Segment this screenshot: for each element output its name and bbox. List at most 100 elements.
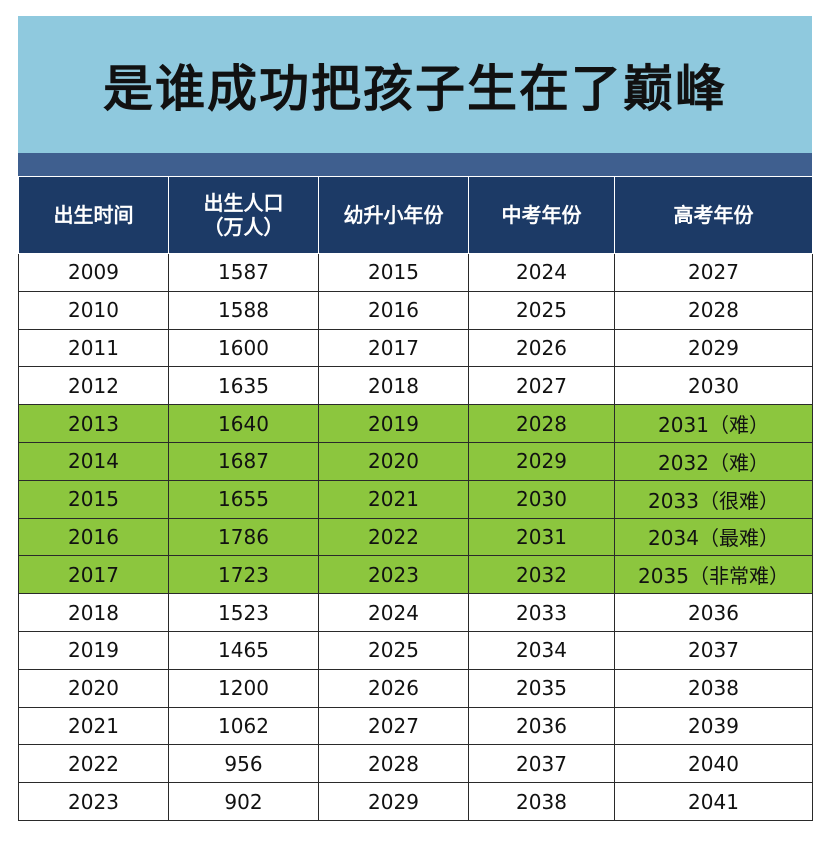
- cell-birth-year: 2017: [18, 555, 169, 595]
- cell-zhongkao-year: 2038: [468, 782, 615, 821]
- cell-births: 1200: [168, 668, 319, 708]
- header-zhongkao-year: 中考年份: [468, 176, 615, 254]
- cell-birth-year: 2021: [18, 706, 169, 746]
- header-row: 出生时间 出生人口 （万人） 幼升小年份 中考年份 高考年份: [18, 176, 813, 254]
- cell-birth-year: 2016: [18, 517, 169, 557]
- cell-primary-entry-year: 2028: [318, 744, 469, 784]
- cell-births: 1587: [168, 253, 319, 292]
- header-label: 幼升小年份: [343, 203, 444, 227]
- header-label: 中考年份: [501, 203, 582, 227]
- cell-gaokao-year: 2041: [614, 782, 813, 821]
- cell-births: 1588: [168, 290, 319, 330]
- cell-births: 1640: [168, 404, 319, 443]
- cell-primary-entry-year: 2016: [318, 290, 469, 330]
- cell-primary-entry-year: 2015: [318, 253, 469, 292]
- cell-births: 1600: [168, 328, 319, 368]
- header-label: 高考年份: [673, 203, 754, 227]
- cell-zhongkao-year: 2025: [468, 290, 615, 330]
- table-row: 2020 1200 2026 2035 2038: [18, 668, 813, 708]
- table-row: 2023 902 2029 2038 2041: [18, 782, 813, 821]
- cell-zhongkao-year: 2036: [468, 706, 615, 746]
- cell-primary-entry-year: 2023: [318, 555, 469, 595]
- cell-gaokao-year: 2030: [614, 366, 813, 406]
- cell-birth-year: 2009: [18, 253, 169, 292]
- cell-primary-entry-year: 2017: [318, 328, 469, 368]
- cell-gaokao-year: 2035（非常难）: [614, 555, 813, 595]
- header-unit: （万人）: [203, 215, 284, 239]
- cell-births: 1465: [168, 630, 319, 670]
- page-title: 是谁成功把孩子生在了巅峰: [103, 59, 727, 118]
- cell-primary-entry-year: 2021: [318, 479, 469, 519]
- cell-birth-year: 2010: [18, 290, 169, 330]
- cell-births: 1062: [168, 706, 319, 746]
- header-label: 出生时间: [53, 203, 134, 227]
- cell-births: 1523: [168, 593, 319, 632]
- cell-gaokao-year: 2036: [614, 593, 813, 632]
- table-row: 2012 1635 2018 2027 2030: [18, 366, 813, 406]
- header-primary-entry-year: 幼升小年份: [318, 176, 469, 254]
- title-divider-stripe: [18, 153, 812, 176]
- table-row-highlighted: 2013 1640 2019 2028 2031（难）: [18, 404, 813, 443]
- table-row-highlighted: 2017 1723 2023 2032 2035（非常难）: [18, 555, 813, 595]
- cell-births: 1687: [168, 441, 319, 481]
- cell-zhongkao-year: 2033: [468, 593, 615, 632]
- cell-birth-year: 2023: [18, 782, 169, 821]
- cell-births: 902: [168, 782, 319, 821]
- table-row: 2010 1588 2016 2025 2028: [18, 290, 813, 330]
- cell-zhongkao-year: 2026: [468, 328, 615, 368]
- cell-births: 1635: [168, 366, 319, 406]
- cell-birth-year: 2019: [18, 630, 169, 670]
- cell-births: 1723: [168, 555, 319, 595]
- cell-primary-entry-year: 2029: [318, 782, 469, 821]
- cell-primary-entry-year: 2026: [318, 668, 469, 708]
- cell-gaokao-year: 2029: [614, 328, 813, 368]
- title-banner: 是谁成功把孩子生在了巅峰: [18, 16, 812, 153]
- cell-zhongkao-year: 2032: [468, 555, 615, 595]
- header-births: 出生人口 （万人）: [168, 176, 319, 254]
- cell-zhongkao-year: 2031: [468, 517, 615, 557]
- cell-zhongkao-year: 2027: [468, 366, 615, 406]
- table-row: 2009 1587 2015 2024 2027: [18, 253, 813, 292]
- cell-zhongkao-year: 2029: [468, 441, 615, 481]
- cell-birth-year: 2011: [18, 328, 169, 368]
- header-gaokao-year: 高考年份: [614, 176, 813, 254]
- table-row-highlighted: 2014 1687 2020 2029 2032（难）: [18, 441, 813, 481]
- cell-gaokao-year: 2028: [614, 290, 813, 330]
- header-birth-year: 出生时间: [18, 176, 169, 254]
- cell-gaokao-year: 2040: [614, 744, 813, 784]
- table-row: 2018 1523 2024 2033 2036: [18, 593, 813, 632]
- table-row-highlighted: 2015 1655 2021 2030 2033（很难）: [18, 479, 813, 519]
- table-row: 2022 956 2028 2037 2040: [18, 744, 813, 784]
- cell-primary-entry-year: 2018: [318, 366, 469, 406]
- cell-gaokao-year: 2033（很难）: [614, 479, 813, 519]
- cell-zhongkao-year: 2028: [468, 404, 615, 443]
- cell-primary-entry-year: 2019: [318, 404, 469, 443]
- cell-birth-year: 2020: [18, 668, 169, 708]
- cell-zhongkao-year: 2037: [468, 744, 615, 784]
- cell-primary-entry-year: 2020: [318, 441, 469, 481]
- cell-zhongkao-year: 2030: [468, 479, 615, 519]
- cell-births: 1655: [168, 479, 319, 519]
- cell-primary-entry-year: 2027: [318, 706, 469, 746]
- cell-births: 1786: [168, 517, 319, 557]
- data-table: 出生时间 出生人口 （万人） 幼升小年份 中考年份 高考年份 2009 1587 2…: [18, 176, 813, 821]
- table-row: 2011 1600 2017 2026 2029: [18, 328, 813, 368]
- cell-gaokao-year: 2039: [614, 706, 813, 746]
- cell-birth-year: 2014: [18, 441, 169, 481]
- cell-gaokao-year: 2027: [614, 253, 813, 292]
- cell-birth-year: 2022: [18, 744, 169, 784]
- cell-birth-year: 2012: [18, 366, 169, 406]
- table-header: 出生时间 出生人口 （万人） 幼升小年份 中考年份 高考年份: [18, 176, 813, 254]
- cell-zhongkao-year: 2034: [468, 630, 615, 670]
- cell-gaokao-year: 2031（难）: [614, 404, 813, 443]
- cell-primary-entry-year: 2025: [318, 630, 469, 670]
- cell-births: 956: [168, 744, 319, 784]
- table-body: 2009 1587 2015 2024 2027 2010 1588 2016 2025 2028…: [18, 253, 813, 821]
- cell-zhongkao-year: 2024: [468, 253, 615, 292]
- table-row: 2021 1062 2027 2036 2039: [18, 706, 813, 746]
- cell-gaokao-year: 2034（最难）: [614, 517, 813, 557]
- table-row: 2019 1465 2025 2034 2037: [18, 630, 813, 670]
- cell-birth-year: 2018: [18, 593, 169, 632]
- cell-gaokao-year: 2032（难）: [614, 441, 813, 481]
- cell-gaokao-year: 2038: [614, 668, 813, 708]
